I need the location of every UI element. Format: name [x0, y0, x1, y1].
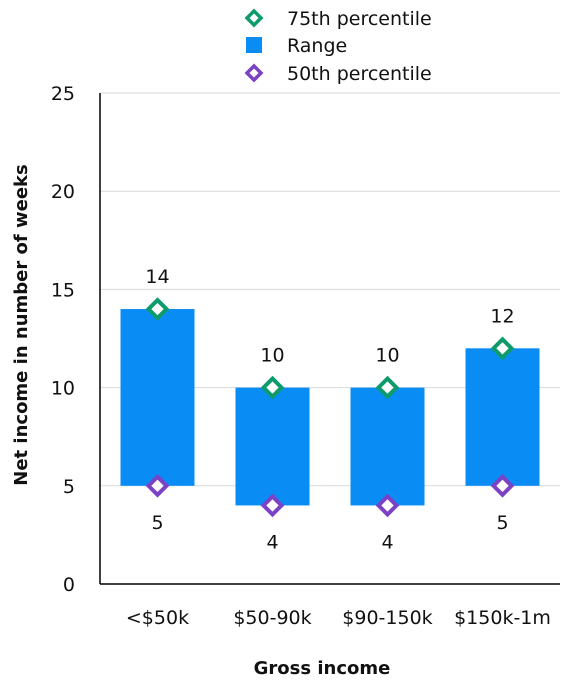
y-tick-label: 25: [51, 83, 75, 105]
p75-marker: [145, 297, 170, 321]
axes: 0 5 10 15 20 25 <$50k $50-90k $90-150k $150k-1m: [51, 83, 560, 629]
legend-swatch-range: [246, 37, 262, 53]
legend-swatch-diamond: [244, 63, 264, 83]
p75-data-label: 12: [490, 305, 514, 327]
y-tick-label: 20: [51, 181, 75, 203]
y-tick-label: 5: [63, 476, 75, 498]
p50-marker: [375, 493, 400, 518]
y-tick-label: 0: [63, 574, 75, 596]
x-tick-label: <$50k: [126, 607, 189, 629]
range-bar: [465, 348, 540, 486]
x-tick-label: $50-90k: [233, 607, 311, 629]
p50-marker: [260, 493, 285, 518]
legend-label: 50th percentile: [287, 63, 432, 85]
y-tick-label: 10: [51, 378, 75, 400]
legend: 75th percentile Range 50th percentile: [244, 8, 432, 85]
percentile-markers: [145, 297, 515, 518]
p50-data-label: 4: [381, 531, 393, 553]
data-labels: 14 5 10 4 10 4 12 5: [145, 266, 514, 553]
p75-data-label: 14: [145, 266, 169, 288]
y-tick-label: 15: [51, 279, 75, 301]
p75-data-label: 10: [375, 345, 399, 367]
range-bar: [350, 387, 425, 506]
x-axis-title: Gross income: [254, 658, 391, 679]
p75-marker: [375, 375, 400, 400]
p50-marker: [145, 473, 170, 498]
legend-swatch-diamond: [244, 8, 264, 28]
legend-label: Range: [287, 35, 347, 57]
p75-data-label: 10: [260, 345, 284, 367]
legend-label: 75th percentile: [287, 8, 432, 30]
range-bar: [120, 309, 195, 486]
x-tick-label: $90-150k: [342, 607, 432, 629]
x-tick-label: $150k-1m: [454, 607, 551, 629]
p75-marker: [260, 375, 285, 400]
range-bars: [120, 309, 540, 506]
y-axis-title: Net income in number of weeks: [11, 164, 32, 485]
p50-data-label: 5: [496, 512, 508, 534]
p75-marker: [490, 336, 515, 361]
range-bar: [235, 387, 310, 506]
p50-marker: [490, 473, 515, 498]
p50-data-label: 5: [151, 512, 163, 534]
p50-data-label: 4: [266, 531, 278, 553]
